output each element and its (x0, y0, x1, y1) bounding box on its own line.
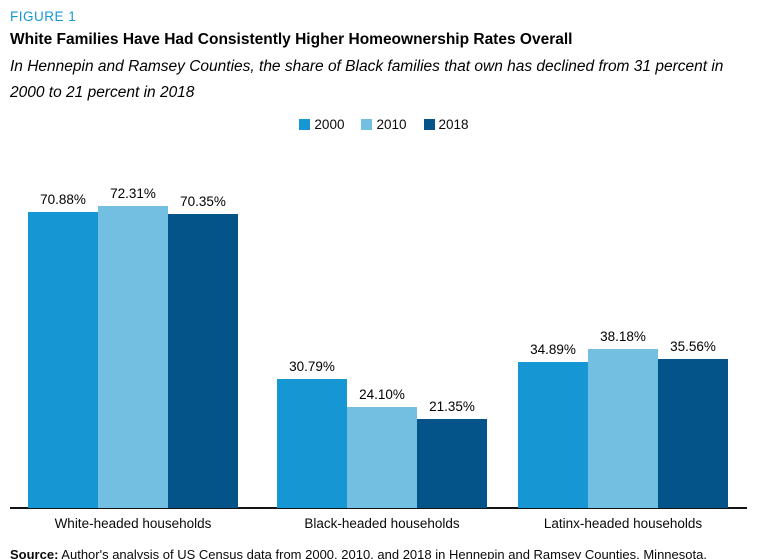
value-label: 35.56% (670, 339, 716, 354)
bar-2010 (347, 407, 417, 508)
value-label: 34.89% (530, 342, 576, 357)
bar-2018 (417, 419, 487, 508)
bar-2018 (658, 359, 728, 508)
source-text: Author's analysis of US Census data from… (58, 547, 707, 559)
bar-2000 (518, 362, 588, 508)
legend-label: 2018 (438, 117, 469, 132)
category-label: White-headed households (54, 516, 212, 531)
bar-2018 (168, 214, 238, 508)
value-label: 21.35% (429, 399, 475, 414)
figure-label: FIGURE 1 (10, 9, 77, 24)
figure-subtitle: In Hennepin and Ramsey Counties, the sha… (10, 58, 724, 101)
legend-swatch-icon (299, 119, 311, 130)
value-label: 70.88% (40, 192, 86, 207)
chart-legend: 2000 2010 2018 (0, 117, 768, 132)
value-label: 30.79% (289, 359, 335, 374)
source-prefix: Source: (10, 547, 59, 559)
figure-title: White Families Have Had Consistently Hig… (10, 31, 573, 48)
legend-item-2000: 2000 (299, 117, 344, 132)
legend-label: 2010 (376, 117, 407, 132)
category-label: Latinx-headed households (543, 516, 703, 531)
x-axis-line (10, 507, 747, 509)
value-label: 72.31% (110, 186, 156, 201)
bar-2000 (277, 379, 347, 508)
value-label: 24.10% (359, 387, 405, 402)
legend-item-2018: 2018 (423, 117, 469, 132)
value-label: 38.18% (600, 329, 646, 344)
bar-2010 (588, 349, 658, 508)
legend-label: 2000 (314, 117, 345, 132)
legend-swatch-icon (361, 119, 373, 130)
category-label: Black-headed households (304, 516, 460, 531)
bar-2000 (28, 212, 98, 508)
legend-swatch-icon (423, 119, 435, 130)
bar-2010 (98, 206, 168, 508)
legend-item-2010: 2010 (361, 117, 407, 132)
value-label: 70.35% (180, 194, 226, 209)
source-note: Source: Author's analysis of US Census d… (10, 547, 758, 559)
